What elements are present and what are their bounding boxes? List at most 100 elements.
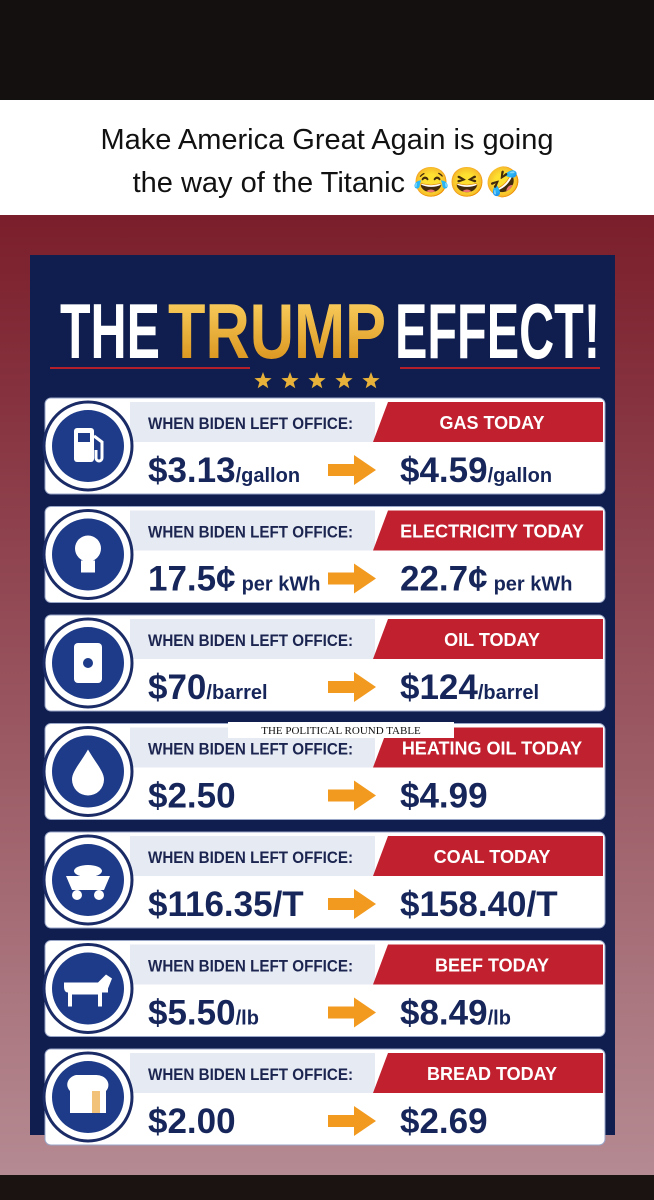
right-label: COAL TODAY <box>434 847 551 867</box>
before-price-value: $3.13 <box>148 451 236 490</box>
right-label: ELECTRICITY TODAY <box>400 522 584 542</box>
arrow <box>328 455 376 485</box>
after-price: $124/barrel <box>400 668 539 707</box>
star <box>308 372 326 389</box>
star <box>362 372 380 389</box>
star <box>281 372 299 389</box>
bottom-bar <box>0 1175 654 1200</box>
price-row: WHEN BIDEN LEFT OFFICE: ELECTRICITY TODAY… <box>42 506 606 603</box>
icon-glyph <box>72 749 104 796</box>
arrow <box>328 1106 376 1136</box>
right-label-bg <box>373 1053 603 1093</box>
right-label: OIL TODAY <box>444 630 540 650</box>
before-price-value: $116.35/T <box>148 885 304 924</box>
after-price-unit: per kWh <box>494 574 573 596</box>
left-label: WHEN BIDEN LEFT OFFICE: <box>148 523 353 542</box>
after-price-value: 22.7¢ <box>400 560 488 599</box>
after-price: $8.49/lb <box>400 994 511 1033</box>
after-price: $4.99 <box>400 777 488 816</box>
icon-glyph <box>75 535 101 562</box>
price-row: WHEN BIDEN LEFT OFFICE: BREAD TODAY $2.00 $… <box>42 1048 606 1146</box>
before-price: $5.50/lb <box>148 994 259 1033</box>
icon-glyph <box>92 1091 100 1113</box>
before-price: $2.50 <box>148 777 236 816</box>
left-label: WHEN BIDEN LEFT OFFICE: <box>148 957 353 976</box>
after-price-unit: /lb <box>488 1008 511 1030</box>
title-word: EFFECT! <box>395 287 600 375</box>
rows: WHEN BIDEN LEFT OFFICE: GAS TODAY $3.13/ga… <box>42 397 606 1146</box>
left-label-bg <box>130 619 375 659</box>
star <box>335 372 353 389</box>
right-label: GAS TODAY <box>439 413 544 433</box>
before-price-unit: /barrel <box>206 682 267 704</box>
arrow <box>328 889 376 919</box>
right-label-bg <box>373 944 603 985</box>
after-price-value: $8.49 <box>400 994 488 1033</box>
title-word: THE <box>60 287 160 375</box>
after-price-unit: /barrel <box>478 682 539 704</box>
caption-area <box>0 100 654 215</box>
right-label-bg <box>373 836 603 876</box>
left-label: WHEN BIDEN LEFT OFFICE: <box>148 1065 353 1084</box>
after-price-unit: /gallon <box>488 465 552 487</box>
price-row: WHEN BIDEN LEFT OFFICE: BEEF TODAY $5.50/l… <box>42 940 606 1037</box>
after-price: $4.59/gallon <box>400 451 552 490</box>
after-price-value: $158.40/T <box>400 885 558 924</box>
before-price-unit: /lb <box>236 1008 259 1030</box>
after-price: 22.7¢ per kWh <box>400 560 573 599</box>
right-label: BEEF TODAY <box>435 956 549 976</box>
left-label: WHEN BIDEN LEFT OFFICE: <box>148 631 353 650</box>
arrow <box>328 997 376 1028</box>
icon-glyph <box>81 560 95 573</box>
before-price-value: $2.50 <box>148 777 236 816</box>
after-price: $2.69 <box>400 1102 488 1141</box>
right-label: HEATING OIL TODAY <box>402 739 582 759</box>
icon-glyph <box>67 1074 109 1113</box>
icon-glyph <box>93 434 104 463</box>
left-label-bg <box>130 944 375 985</box>
icon-glyph <box>94 890 104 900</box>
watermark-bg <box>228 722 454 738</box>
before-price: $116.35/T <box>148 885 304 924</box>
before-price: $3.13/gallon <box>148 451 300 490</box>
icon-glyph <box>66 876 110 890</box>
right-label-bg <box>373 619 603 659</box>
before-price-unit: /gallon <box>236 465 300 487</box>
watermark-text: THE POLITICAL ROUND TABLE <box>261 725 421 737</box>
watermark: THE POLITICAL ROUND TABLE <box>228 722 454 738</box>
before-price-value: $5.50 <box>148 994 236 1033</box>
left-label: WHEN BIDEN LEFT OFFICE: <box>148 848 353 867</box>
right-label-bg <box>373 510 603 551</box>
before-price-value: 17.5¢ <box>148 560 236 599</box>
icon-glyph <box>74 865 102 877</box>
after-price: $158.40/T <box>400 885 558 924</box>
title-word: TRUMP <box>168 287 386 375</box>
icon-glyph <box>83 658 93 668</box>
before-price: $2.00 <box>148 1102 236 1141</box>
caption-line: the way of the Titanic 😂😆🤣 <box>133 165 522 201</box>
before-price: 17.5¢ per kWh <box>148 560 321 599</box>
star <box>254 372 272 389</box>
right-label-bg <box>373 402 603 442</box>
before-price-unit: per kWh <box>242 574 321 596</box>
left-label-bg <box>130 836 375 876</box>
left-label-bg <box>130 510 375 551</box>
left-label: WHEN BIDEN LEFT OFFICE: <box>148 740 353 759</box>
after-price-value: $4.99 <box>400 777 488 816</box>
top-bar <box>0 0 654 100</box>
icon-glyph <box>64 974 112 1007</box>
left-label: WHEN BIDEN LEFT OFFICE: <box>148 414 353 433</box>
arrow <box>328 780 376 811</box>
before-price-value: $2.00 <box>148 1102 236 1141</box>
before-price: $70/barrel <box>148 668 268 707</box>
price-row: WHEN BIDEN LEFT OFFICE: OIL TODAY $70/barr… <box>42 614 606 712</box>
left-label-bg <box>130 1053 375 1093</box>
before-price-value: $70 <box>148 668 206 707</box>
after-price-value: $2.69 <box>400 1102 488 1141</box>
price-row: WHEN BIDEN LEFT OFFICE: GAS TODAY $3.13/ga… <box>42 397 606 495</box>
arrow <box>328 563 376 594</box>
arrow <box>328 672 376 702</box>
right-label: BREAD TODAY <box>427 1064 557 1084</box>
